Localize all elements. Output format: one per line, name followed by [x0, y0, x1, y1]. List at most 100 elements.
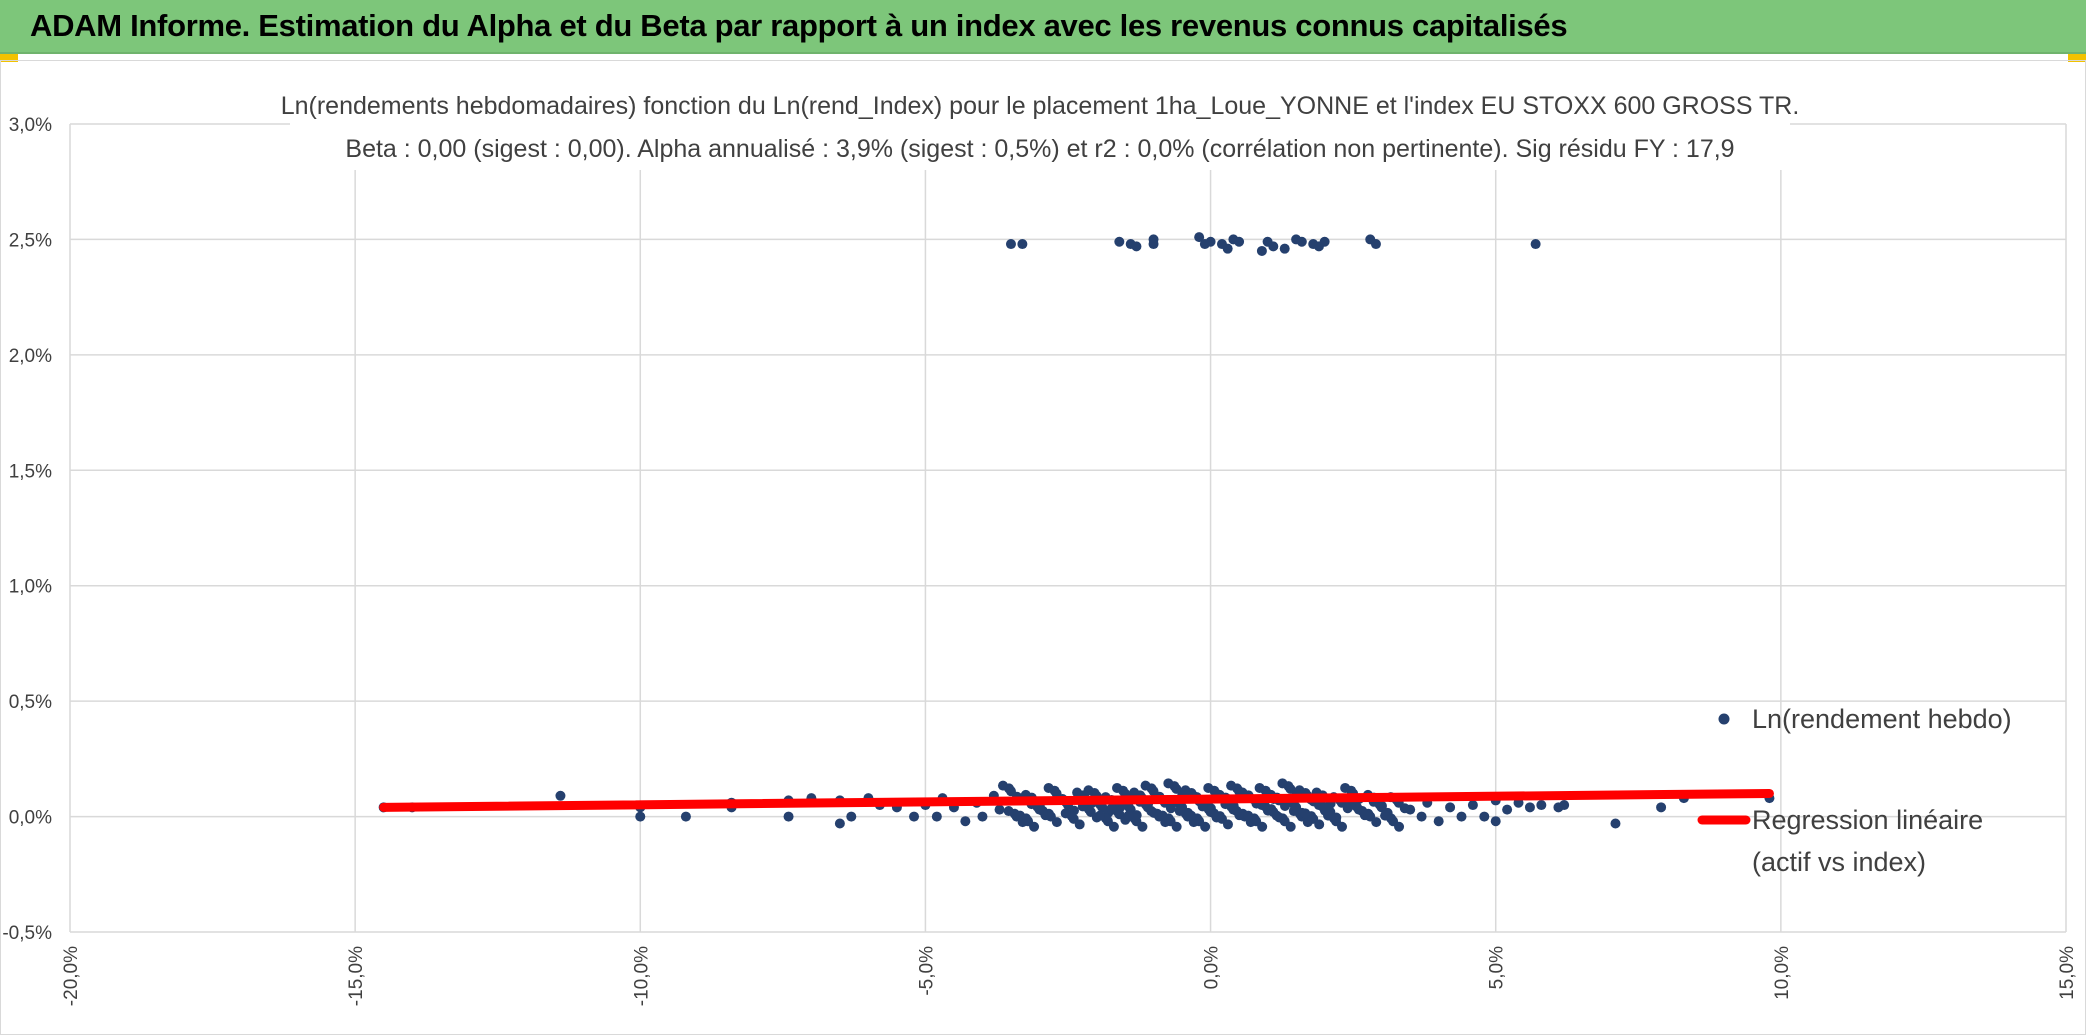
data-point: [1294, 785, 1305, 796]
data-points: [378, 232, 1775, 832]
chart-title-line1: Ln(rendements hebdomadaires) fonction du…: [281, 92, 1800, 120]
data-point: [1094, 810, 1105, 821]
data-point: [1017, 239, 1028, 250]
x-tick-label: -20,0%: [61, 946, 82, 1006]
data-point: [1234, 236, 1245, 247]
data-point: [1129, 787, 1140, 798]
data-point: [1226, 780, 1237, 791]
data-point: [909, 811, 920, 822]
y-tick-label: 2,5%: [9, 230, 52, 251]
x-tick-label: 0,0%: [1202, 946, 1223, 989]
data-point: [1186, 810, 1197, 821]
data-point: [1106, 803, 1117, 814]
report-banner: ADAM Informe. Estimation du Alpha et du …: [0, 0, 2086, 54]
data-point: [1256, 245, 1267, 256]
data-point: [1490, 816, 1501, 827]
data-point: [1610, 818, 1621, 829]
data-point: [1319, 236, 1330, 247]
data-point: [1257, 821, 1268, 832]
data-point: [994, 804, 1005, 815]
data-point: [1524, 802, 1535, 813]
data-point: [1268, 241, 1279, 252]
data-point: [1445, 802, 1456, 813]
data-point: [1137, 821, 1148, 832]
report-title: ADAM Informe. Estimation du Alpha et du …: [30, 8, 1568, 43]
axis-labels: -0,5% 0,0% 0,5% 1,0% 1,5% 2,0% 2,5% 3,0% -20,0% -…: [2, 115, 2078, 1006]
data-point: [1108, 821, 1119, 832]
data-point: [1083, 785, 1094, 796]
data-point: [1114, 236, 1125, 247]
y-tick-label: 1,0%: [9, 577, 52, 598]
x-tick-label: -15,0%: [346, 946, 367, 1006]
data-point: [1536, 800, 1547, 811]
data-point: [1005, 239, 1016, 250]
data-point: [1337, 821, 1348, 832]
data-point: [1123, 810, 1134, 821]
x-tick-label: 5,0%: [1487, 946, 1508, 989]
data-point: [1370, 239, 1381, 250]
regression-line-layer: [379, 788, 1774, 812]
data-point: [1197, 801, 1208, 812]
data-point: [1254, 782, 1265, 793]
data-point: [1148, 239, 1159, 250]
data-point: [1180, 785, 1191, 796]
data-point: [1559, 800, 1570, 811]
data-point: [1416, 811, 1427, 822]
data-point: [1285, 821, 1296, 832]
data-point: [1399, 803, 1410, 814]
data-point: [1231, 806, 1242, 817]
legend-label-points: Ln(rendement hebdo): [1752, 704, 2012, 734]
x-tick-label: -5,0%: [916, 946, 937, 996]
data-point: [635, 811, 646, 822]
data-point: [997, 780, 1008, 791]
data-point: [1163, 778, 1174, 789]
data-point: [1043, 782, 1054, 793]
data-point: [1200, 821, 1211, 832]
data-point: [1530, 239, 1541, 250]
data-point: [1656, 802, 1667, 813]
chart-title-line2: Beta : 0,00 (sigest : 0,00). Alpha annua…: [345, 135, 1734, 163]
data-point: [1433, 816, 1444, 827]
data-point: [1072, 787, 1083, 798]
data-point: [834, 818, 845, 829]
data-point: [1300, 808, 1311, 819]
y-tick-label: 3,0%: [9, 115, 52, 136]
data-point: [1323, 810, 1334, 821]
data-point: [1203, 782, 1214, 793]
data-point: [1222, 243, 1233, 254]
data-point: [1060, 808, 1071, 819]
y-tick-label: 0,0%: [9, 808, 52, 829]
y-tick-label: 1,5%: [9, 461, 52, 482]
x-tick-label: 10,0%: [1772, 946, 1793, 1000]
data-point: [1277, 778, 1288, 789]
data-point: [1140, 780, 1151, 791]
data-point: [1357, 806, 1368, 817]
data-point: [1279, 243, 1290, 254]
chart-title: Ln(rendements hebdomadaires) fonction du…: [281, 84, 1800, 170]
data-point: [1380, 810, 1391, 821]
y-tick-label: 0,5%: [9, 692, 52, 713]
legend: Ln(rendement hebdo) Regression linéaire …: [1697, 704, 2012, 877]
data-point: [1037, 806, 1048, 817]
x-tick-label: 15,0%: [2057, 946, 2078, 1000]
data-point: [1317, 801, 1328, 812]
data-point: [680, 811, 691, 822]
data-point: [1288, 806, 1299, 817]
y-tick-label: -0,5%: [2, 923, 52, 944]
data-point: [1029, 821, 1040, 832]
data-point: [1371, 817, 1382, 828]
data-point: [1051, 817, 1062, 828]
legend-marker-points: [1718, 713, 1730, 725]
y-tick-label: 2,0%: [9, 346, 52, 367]
data-point: [1222, 819, 1233, 830]
data-point: [1467, 800, 1478, 811]
data-point: [1243, 810, 1254, 821]
data-point: [1456, 811, 1467, 822]
data-point: [977, 811, 988, 822]
data-point: [960, 816, 971, 827]
data-point: [1174, 806, 1185, 817]
data-point: [1205, 236, 1216, 247]
data-point: [1208, 808, 1219, 819]
data-point: [1502, 804, 1513, 815]
